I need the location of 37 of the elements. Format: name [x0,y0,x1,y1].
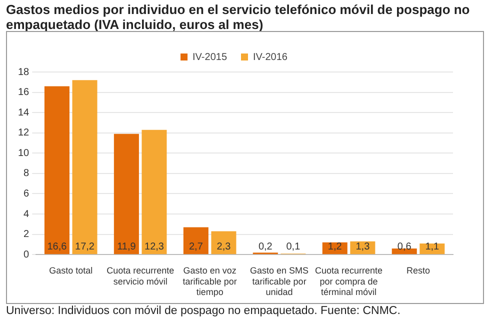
y-tick-label: 8 [24,168,30,180]
y-tick-label: 4 [24,208,30,220]
data-label: 1,1 [425,241,440,252]
x-tick-label: Cuota recurrente servicio móvil [106,265,174,286]
y-tick-label: 10 [18,148,30,159]
data-label: 0,1 [286,241,301,252]
bar [142,130,167,254]
bar [183,227,208,254]
x-tick-label: Resto [406,265,430,276]
data-label: 2,3 [216,241,232,252]
x-tick-label: Cuota recurrente por compra de términal móvil [315,265,383,298]
y-tick-label: 12 [18,128,30,139]
legend-label: IV-2016 [253,52,288,63]
data-label: 11,9 [117,241,136,252]
legend-label: IV-2015 [192,52,228,63]
text: Universo: Individuos con móvil de pospago no empaquetado. Fuente: CNMC. [6,305,400,317]
chart-title: Gastos medios por individuo en el servicio telefónico móvil de pospago no empaquetado (IVA incluido, euros al mes) [6,2,471,32]
data-label: 1,3 [356,241,370,252]
bar [114,134,139,254]
bar [72,80,98,254]
data-label: 1,2 [328,241,342,252]
data-label: 17,2 [75,241,95,252]
y-tick-label: 2 [24,229,30,240]
y-tick-label: 6 [24,188,30,200]
data-label: 16,6 [47,241,68,252]
y-tick-label: 18 [18,66,30,78]
y-tick-label: 14 [18,107,30,118]
y-tick-label: 16 [18,87,30,98]
x-tick-label: Gasto en SMS tarificable por unidad [250,265,309,298]
data-label: 2,7 [188,241,204,252]
data-label: 12,3 [144,241,164,252]
x-tick-label: Gasto total [49,265,93,276]
data-label: 0,2 [258,241,273,252]
x-tick-label: Gasto en voz tarificable por tiempo [182,265,237,298]
bar [211,231,236,254]
y-tick-label: 0 [24,249,30,260]
bar [44,86,70,254]
